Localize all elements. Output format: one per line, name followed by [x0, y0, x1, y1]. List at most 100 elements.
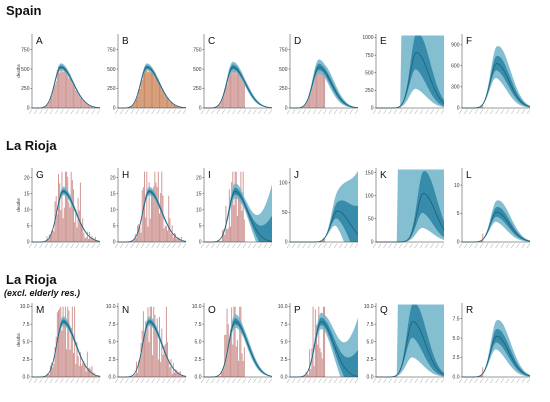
y-tick-label: 50 — [282, 210, 288, 216]
bar — [160, 362, 162, 377]
panel-letter-A: A — [36, 36, 43, 47]
bar — [144, 334, 145, 377]
bar — [178, 106, 180, 108]
bar — [233, 205, 235, 242]
x-tick-mark — [393, 243, 398, 249]
bar — [137, 96, 139, 108]
panel-I: 0 5 10 15 20 I — [190, 162, 274, 262]
bar — [160, 85, 162, 108]
ci-inner-band-C — [204, 64, 272, 108]
bar — [140, 343, 142, 377]
expected-line-P — [289, 321, 359, 378]
bar — [63, 322, 65, 377]
x-tick-mark — [227, 243, 231, 249]
bar — [310, 369, 312, 377]
bar — [169, 367, 171, 377]
bar — [304, 104, 306, 108]
bar — [235, 346, 237, 377]
ci-inner-band-R — [462, 328, 530, 377]
x-tick-mark — [458, 243, 463, 249]
bar — [243, 347, 245, 377]
bar — [175, 105, 177, 108]
x-tick-mark — [135, 109, 140, 115]
x-tick-mark — [114, 109, 119, 115]
bar — [310, 92, 312, 108]
ci-inner-band-E — [376, 35, 444, 109]
bar — [226, 84, 228, 108]
bar — [177, 106, 179, 108]
bar — [233, 306, 235, 377]
bar — [45, 376, 47, 377]
y-tick-label: 0 — [113, 240, 116, 246]
bar — [138, 360, 140, 377]
bar — [82, 100, 84, 108]
bar — [61, 63, 63, 108]
y-tick-label: 900 — [451, 42, 460, 48]
x-tick-mark — [60, 243, 64, 249]
bar — [47, 102, 49, 108]
bar — [79, 182, 81, 242]
bar — [240, 74, 242, 108]
bar — [236, 215, 238, 242]
x-tick-mark — [81, 243, 85, 249]
bar — [139, 226, 141, 242]
x-tick-mark — [440, 109, 445, 115]
x-tick-mark — [511, 109, 515, 115]
x-tick-mark — [440, 243, 445, 249]
y-tick-label: 5.0 — [23, 339, 30, 345]
bar — [147, 226, 149, 242]
y-tick-label: 10.0 — [20, 304, 30, 310]
panel-G: 0 5 10 15 20 deaths G — [16, 162, 102, 262]
bar — [170, 358, 172, 377]
observed-bars-B — [127, 65, 185, 108]
x-tick-mark — [237, 109, 241, 115]
x-tick-mark — [81, 378, 85, 384]
observed-bars-O — [213, 306, 245, 377]
bar — [160, 192, 162, 242]
bar — [84, 102, 86, 108]
x-tick-mark — [349, 378, 353, 384]
x-tick-mark — [430, 109, 434, 115]
bar — [84, 363, 86, 377]
x-tick-mark — [146, 109, 150, 115]
bar — [176, 238, 178, 242]
y-tick-label: 5.0 — [367, 339, 374, 345]
y-tick-label: 500 — [365, 70, 374, 76]
x-tick-mark — [172, 109, 176, 115]
bar — [176, 105, 178, 108]
x-tick-mark — [258, 243, 262, 249]
bar — [66, 349, 68, 377]
panel-letter-J: J — [294, 170, 299, 181]
x-tick-mark — [247, 243, 252, 249]
x-tick-mark — [328, 243, 332, 249]
bar — [76, 227, 78, 242]
x-tick-mark — [419, 109, 424, 115]
panel-letter-K: K — [380, 170, 387, 181]
bar — [69, 73, 71, 108]
y-tick-label: 0 — [285, 106, 288, 112]
bar — [93, 373, 95, 377]
panel-letter-R: R — [466, 305, 473, 316]
x-tick-mark — [146, 378, 150, 384]
x-tick-mark — [28, 378, 33, 384]
expected-line-O — [203, 321, 273, 378]
bar — [306, 101, 308, 108]
x-tick-mark — [297, 109, 301, 115]
x-tick-mark — [39, 109, 43, 115]
bar — [172, 104, 174, 108]
bar — [154, 171, 156, 242]
x-tick-mark — [55, 378, 59, 384]
bar — [52, 367, 54, 377]
bar — [44, 106, 46, 108]
x-tick-mark — [339, 109, 343, 115]
y-axis-label: deaths — [16, 197, 21, 211]
bar — [47, 239, 49, 242]
y-tick-label: 5.0 — [195, 339, 202, 345]
x-tick-mark — [177, 109, 181, 115]
y-tick-label: 0 — [199, 106, 202, 112]
bar — [64, 306, 66, 377]
y-tick-label: 7.5 — [195, 322, 202, 328]
x-tick-mark — [237, 243, 241, 249]
x-tick-mark — [500, 378, 504, 384]
x-tick-mark — [120, 243, 124, 249]
